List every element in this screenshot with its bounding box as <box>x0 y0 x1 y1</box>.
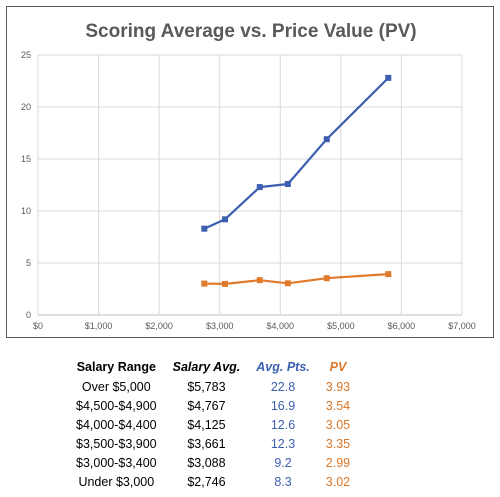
header-avg-pts: Avg. Pts. <box>256 359 310 374</box>
y-tick-label: 10 <box>21 206 31 216</box>
x-tick-label: $2,000 <box>145 321 173 331</box>
y-tick-label: 5 <box>26 258 31 268</box>
x-tick-label: $0 <box>33 321 43 331</box>
gridlines <box>37 54 463 316</box>
series-1-point <box>385 74 392 81</box>
y-tick-label: 20 <box>21 102 31 112</box>
series-2-point <box>201 280 208 287</box>
cell-salary-range: $4,500-$4,900 <box>76 398 157 413</box>
series-2-point <box>323 275 330 282</box>
cell-salary-avg: $5,783 <box>187 379 226 394</box>
cell-pv: 3.02 <box>325 474 351 489</box>
y-tick-label: 15 <box>21 154 31 164</box>
series-2-line <box>204 273 389 285</box>
series-1-line <box>203 77 390 230</box>
line-chart: Scoring Average vs. Price Value (PV) 0 5 1… <box>21 21 476 331</box>
table-row: Over $5,000 $5,783 22.8 3.93 <box>68 377 358 396</box>
cell-salary-range: $3,500-$3,900 <box>76 436 157 451</box>
cell-pv: 3.54 <box>325 398 351 413</box>
table-header-row: Salary Range Salary Avg. Avg. Pts. PV <box>68 356 358 377</box>
cell-salary-avg: $4,125 <box>187 417 226 432</box>
cell-avg-pts: 9.2 <box>274 455 292 470</box>
series-2-point <box>385 271 392 278</box>
data-series <box>201 74 392 287</box>
cell-salary-range: $4,000-$4,400 <box>76 417 157 432</box>
series-2-point <box>256 277 263 284</box>
cell-pv: 3.93 <box>325 379 351 394</box>
cell-salary-range: Over $5,000 <box>81 379 151 394</box>
series-2-point <box>222 280 229 287</box>
x-tick-label: $5,000 <box>327 321 355 331</box>
series-1-point <box>201 225 208 232</box>
table-row: $4,000-$4,400 $4,125 12.6 3.05 <box>68 415 358 434</box>
cell-avg-pts: 12.3 <box>270 436 296 451</box>
cell-avg-pts: 8.3 <box>274 474 292 489</box>
axis-tick-labels: 0 5 10 15 20 25 $0 $1,000 $2,000 $3,000 $4,000 $5,0… <box>21 50 476 331</box>
y-tick-label: 0 <box>26 310 31 320</box>
cell-pv: 3.05 <box>325 417 351 432</box>
table-row: $3,500-$3,900 $3,661 12.3 3.35 <box>68 434 358 453</box>
series-2-point <box>284 280 291 287</box>
x-tick-label: $7,000 <box>448 321 476 331</box>
cell-salary-avg: $4,767 <box>187 398 226 413</box>
series-1-point <box>256 184 263 191</box>
series-1-point <box>323 136 330 143</box>
table-row: Under $3,000 $2,746 8.3 3.02 <box>68 472 358 491</box>
table-row: $3,000-$3,400 $3,088 9.2 2.99 <box>68 453 358 472</box>
series-1-point <box>222 216 229 223</box>
x-tick-label: $1,000 <box>85 321 113 331</box>
header-pv: PV <box>329 359 347 374</box>
cell-salary-range: Under $3,000 <box>78 474 155 489</box>
chart-title: Scoring Average vs. Price Value (PV) <box>85 21 416 42</box>
x-tick-label: $3,000 <box>206 321 234 331</box>
cell-salary-range: $3,000-$3,400 <box>76 455 157 470</box>
salary-table: Salary Range Salary Avg. Avg. Pts. PV Ov… <box>68 356 358 491</box>
cell-avg-pts: 22.8 <box>270 379 296 394</box>
series-1-point <box>284 180 291 187</box>
cell-salary-avg: $3,661 <box>187 436 226 451</box>
x-tick-label: $4,000 <box>267 321 295 331</box>
table-row: $4,500-$4,900 $4,767 16.9 3.54 <box>68 396 358 415</box>
header-salary-range: Salary Range <box>76 359 156 374</box>
x-tick-label: $6,000 <box>388 321 416 331</box>
cell-avg-pts: 16.9 <box>270 398 296 413</box>
cell-pv: 3.35 <box>325 436 351 451</box>
y-tick-label: 25 <box>21 50 31 60</box>
cell-salary-avg: $2,746 <box>187 474 226 489</box>
header-salary-avg: Salary Avg. <box>172 359 241 374</box>
cell-salary-avg: $3,088 <box>187 455 226 470</box>
cell-pv: 2.99 <box>325 455 351 470</box>
cell-avg-pts: 12.6 <box>270 417 296 432</box>
chart-area: Scoring Average vs. Price Value (PV) 0 5 1… <box>6 6 494 338</box>
